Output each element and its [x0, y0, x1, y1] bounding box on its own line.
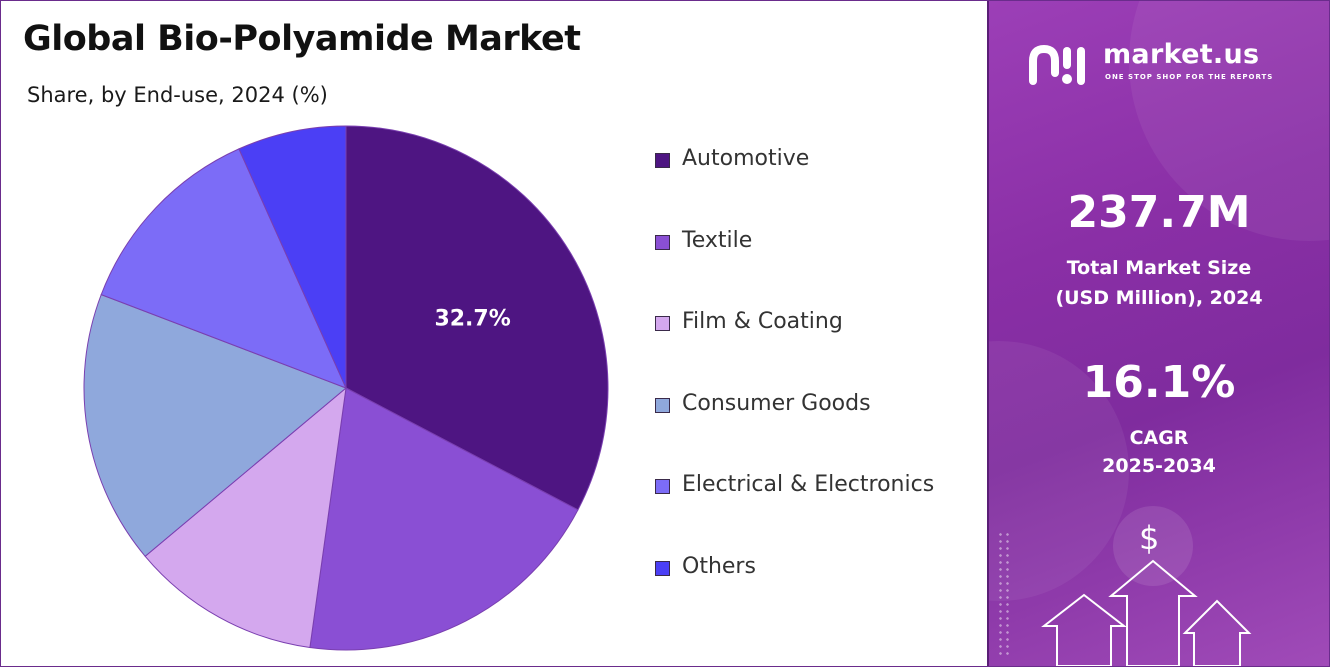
coin-circle — [1113, 506, 1193, 586]
pie-slice-others — [238, 125, 347, 389]
chart-title: Global Bio-Polyamide Market — [23, 19, 581, 59]
legend-label: Others — [682, 553, 756, 579]
chart-legend: Automotive Textile Film & Coating Consumer … — [655, 141, 985, 631]
up-arrow-icon — [1182, 599, 1252, 666]
legend-swatch — [655, 316, 670, 332]
market-size-label-unit: (USD Million), 2024 — [1055, 287, 1263, 309]
cagr-value: 16.1% — [1082, 357, 1236, 408]
pie-slice-consumer-goods — [83, 293, 347, 557]
growth-decoration — [1041, 506, 1252, 666]
pie-slice-electrical-and-electronics — [100, 148, 347, 389]
up-arrow-icon — [1041, 593, 1127, 666]
legend-swatch — [655, 479, 670, 495]
chart-panel: Global Bio-Polyamide Market Share, by En… — [1, 1, 987, 666]
chart-subtitle: Share, by End-use, 2024 (%) — [27, 83, 328, 107]
up-arrow-icon — [1108, 559, 1198, 666]
market-size-label: Total Market Size — [1066, 257, 1252, 279]
legend-swatch — [655, 397, 670, 413]
pie-slice-film-and-coating — [144, 386, 347, 649]
legend-swatch — [655, 153, 670, 168]
legend-label: Automotive — [682, 146, 810, 171]
legend-item-automotive: Automotive — [655, 141, 985, 223]
cagr-label: CAGR — [1129, 427, 1189, 449]
legend-label: Electrical & Electronics — [682, 472, 935, 498]
legend-item-electrical-and-electronics: Electrical & Electronics — [655, 467, 985, 549]
brand-tagline: ONE STOP SHOP FOR THE REPORTS — [1105, 73, 1274, 81]
market-size-value: 237.7M — [1067, 187, 1251, 238]
legend-label: Consumer Goods — [682, 390, 871, 416]
legend-item-consumer-goods: Consumer Goods — [655, 386, 985, 468]
legend-label: Film & Coating — [682, 309, 843, 335]
legend-item-film-and-coating: Film & Coating — [655, 304, 985, 386]
legend-swatch — [655, 234, 670, 250]
market-us-logo-icon — [1029, 44, 1085, 85]
dollar-icon: $ — [1139, 519, 1160, 557]
legend-item-textile: Textile — [655, 223, 985, 305]
legend-item-others: Others — [655, 549, 985, 631]
pie-slice-textile — [309, 387, 579, 651]
brand-name: market.us — [1103, 39, 1260, 70]
legend-label: Textile — [682, 227, 753, 253]
brand-logo: market.us ONE STOP SHOP FOR THE REPORTS — [1027, 39, 1307, 91]
legend-swatch — [655, 560, 670, 576]
dot-pattern — [997, 531, 1013, 656]
cagr-period: 2025-2034 — [1102, 455, 1216, 477]
pie-slice-automotive — [345, 125, 609, 511]
pie-chart: 32.7% — [83, 125, 609, 651]
stats-panel: $ market.us ONE STOP SHOP FOR THE REPORT… — [987, 1, 1329, 666]
data-label-automotive: 32.7% — [434, 307, 510, 332]
